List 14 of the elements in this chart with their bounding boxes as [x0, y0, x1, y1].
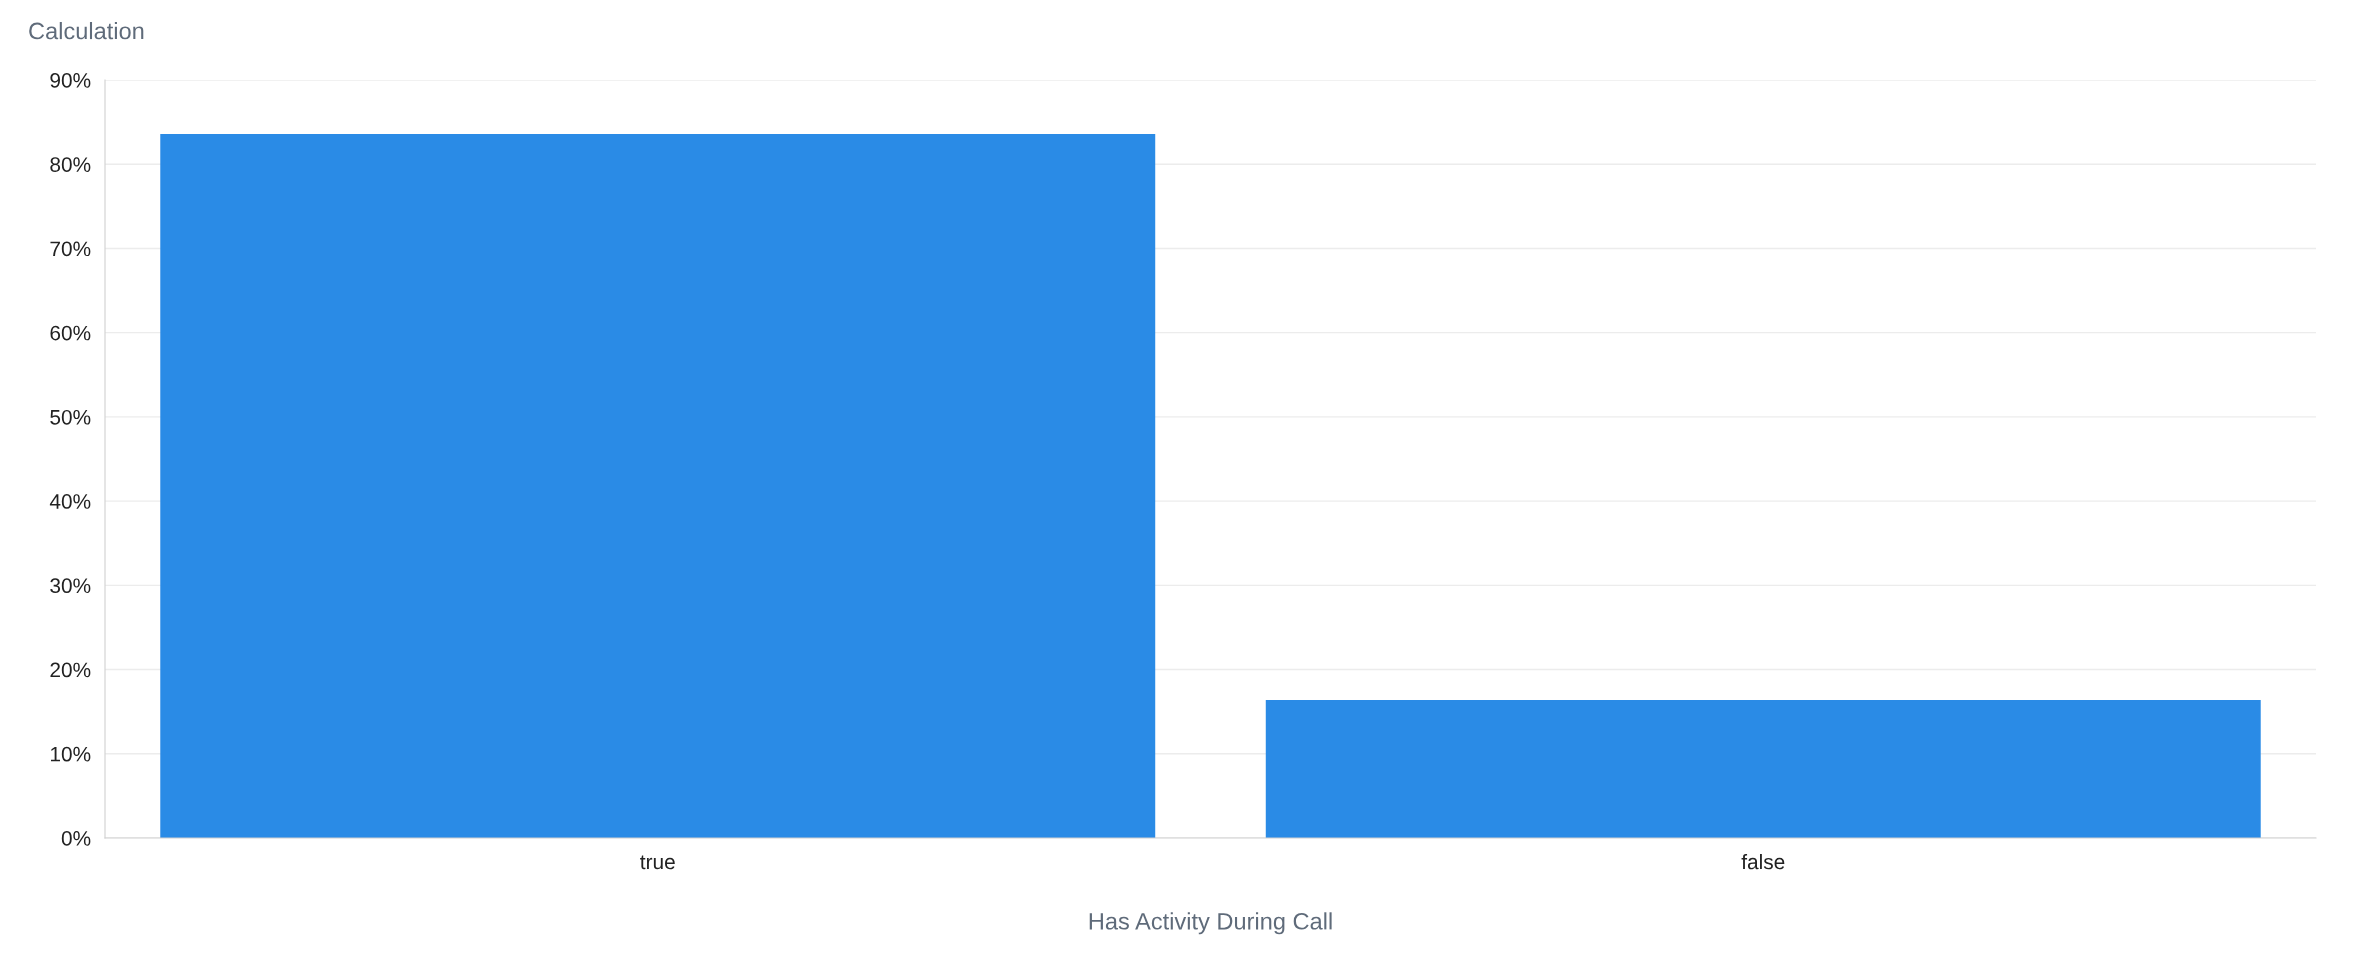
y-tick-label: 90%: [50, 73, 91, 88]
y-tick-label: 70%: [50, 241, 91, 257]
x-tick-label: true: [640, 855, 675, 870]
y-axis-title: Calculation: [29, 22, 144, 40]
y-tick-label: 0%: [61, 831, 91, 846]
x-axis-title: Has Activity During Call: [1089, 912, 1332, 935]
x-tick-label: false: [1741, 853, 1785, 870]
y-tick-label: 40%: [49, 494, 91, 509]
y-tick-label: 20%: [50, 662, 91, 678]
y-tick-label: 60%: [50, 325, 91, 341]
y-tick-label: 50%: [50, 409, 91, 425]
y-tick-label: 30%: [50, 578, 91, 594]
y-tick-label: 10%: [51, 746, 91, 762]
y-tick-label: 80%: [50, 157, 91, 172]
